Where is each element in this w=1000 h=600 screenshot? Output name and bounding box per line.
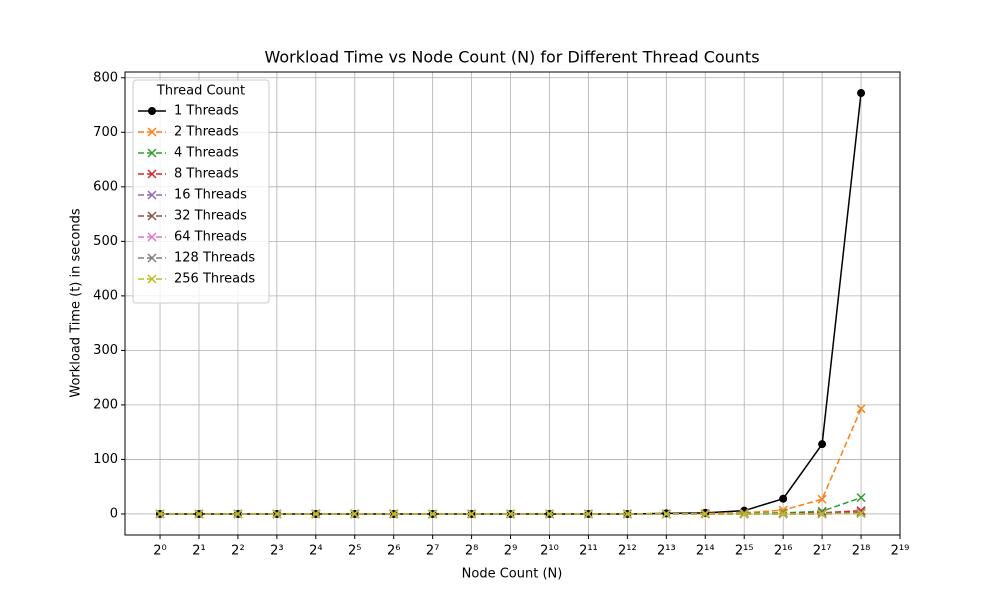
y-tick-label: 200 [93,397,118,412]
legend-marker [147,253,157,263]
x-tick-label: 2⁰ [153,544,166,559]
legend-label: 8 Threads [174,167,239,182]
marker [700,509,710,519]
marker [661,509,671,519]
marker [856,508,866,518]
y-axis-label: Workload Time (t) in seconds [69,208,84,398]
x-tick-label: 2⁸ [465,544,478,559]
marker [506,509,516,519]
marker [194,509,204,519]
y-tick-label: 400 [93,288,118,303]
marker [544,509,555,519]
legend-marker [147,190,157,200]
x-axis-label: Node Count (N) [462,567,563,582]
legend-label: 1 Threads [174,104,239,119]
x-tick-label: 2⁵ [348,544,361,559]
marker [467,509,477,519]
marker [856,404,866,414]
marker [233,509,243,519]
x-tick-label: 2² [231,544,244,559]
marker [817,509,827,519]
x-tick-label: 2⁴ [309,544,322,559]
x-tick-label: 2¹⁰ [540,544,559,559]
marker [779,494,788,503]
legend-marker [148,107,156,115]
marker [428,509,438,519]
x-tick-label: 2¹⁶ [774,544,793,559]
x-tick-label: 2¹ [192,544,205,559]
y-tick-label: 800 [93,70,118,85]
x-tick-label: 2¹¹ [579,544,598,559]
legend-marker [147,169,157,179]
x-tick-label: 2¹² [618,544,637,559]
marker [739,509,749,519]
marker [817,494,827,504]
x-tick-label: 2¹³ [657,544,676,559]
marker [778,509,788,519]
legend-marker [147,127,157,137]
x-tick-label: 2⁷ [426,544,439,559]
y-tick-label: 500 [93,234,118,249]
legend-marker [147,274,157,284]
y-tick-label: 300 [93,343,118,358]
series [155,508,866,519]
y-tick-label: 0 [110,506,118,521]
legend-label: 256 Threads [174,272,255,287]
legend-label: 16 Threads [174,188,247,203]
marker [389,509,399,519]
y-tick-label: 100 [93,452,118,467]
marker [583,509,593,519]
marker [155,509,165,519]
legend-label: 128 Threads [174,251,255,266]
plot-frame [124,71,901,536]
marker [856,493,866,503]
x-tick-label: 2⁶ [387,544,400,559]
legend-label: 2 Threads [174,125,239,140]
marker [857,89,866,98]
y-tick-label: 700 [93,125,118,140]
legend-title: Thread Count [156,84,245,99]
x-tick-label: 2¹⁴ [696,544,715,559]
marker [350,509,360,519]
chart-title: Workload Time vs Node Count (N) for Diff… [264,48,759,67]
x-tick-label: 2¹⁵ [735,544,754,559]
marker [622,509,632,519]
y-tick-label: 600 [93,179,118,194]
marker [818,440,827,449]
legend-label: 32 Threads [174,209,247,224]
x-tick-label: 2¹⁷ [813,544,832,559]
legend-label: 64 Threads [174,230,247,245]
legend: Thread Count 1 Threads 2 Threads 4 Threads 8… [132,79,270,304]
marker [272,509,282,519]
legend-box [132,79,270,304]
x-tick-label: 2⁹ [504,544,517,559]
x-tick-label: 2³ [270,544,283,559]
legend-marker [147,148,157,158]
marker [311,509,321,519]
x-tick-label: 2¹⁹ [891,544,910,559]
x-tick-label: 2¹⁸ [852,544,871,559]
legend-marker [147,211,157,221]
legend-label: 4 Threads [174,146,239,161]
legend-marker [147,232,157,242]
